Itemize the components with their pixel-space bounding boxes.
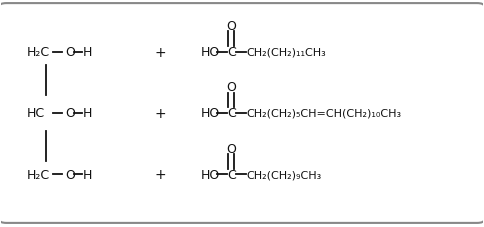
Text: O: O — [226, 142, 236, 155]
Text: O: O — [65, 107, 75, 120]
Text: C: C — [227, 168, 236, 181]
FancyBboxPatch shape — [0, 4, 484, 223]
Text: O: O — [65, 168, 75, 181]
Text: CH₂(CH₂)₁₁CH₃: CH₂(CH₂)₁₁CH₃ — [247, 48, 327, 58]
Text: H₂C: H₂C — [27, 46, 50, 59]
Text: HC: HC — [27, 107, 45, 120]
Text: +: + — [154, 46, 166, 59]
Text: O: O — [226, 20, 236, 33]
Text: H: H — [83, 46, 92, 59]
Text: +: + — [154, 106, 166, 121]
Text: C: C — [227, 46, 236, 59]
Text: C: C — [227, 107, 236, 120]
Text: H: H — [83, 168, 92, 181]
Text: H: H — [83, 107, 92, 120]
Text: HO: HO — [201, 168, 220, 181]
Text: +: + — [154, 168, 166, 181]
Text: O: O — [226, 81, 236, 94]
Text: CH₂(CH₂)₉CH₃: CH₂(CH₂)₉CH₃ — [247, 169, 322, 179]
Text: HO: HO — [201, 46, 220, 59]
Text: HO: HO — [201, 107, 220, 120]
Text: O: O — [65, 46, 75, 59]
Text: CH₂(CH₂)₅CH=CH(CH₂)₁₀CH₃: CH₂(CH₂)₅CH=CH(CH₂)₁₀CH₃ — [247, 109, 402, 118]
Text: H₂C: H₂C — [27, 168, 50, 181]
